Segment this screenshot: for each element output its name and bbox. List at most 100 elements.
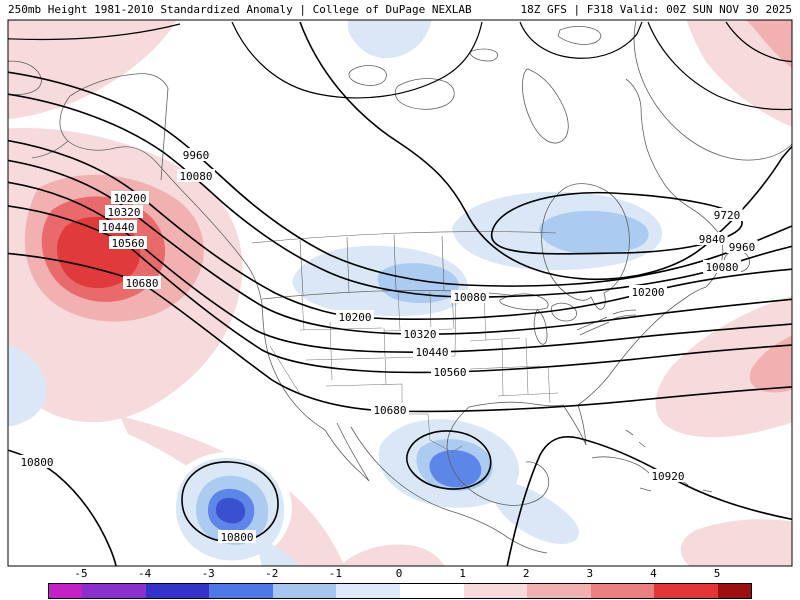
header-bar: 250mb Height 1981-2010 Standardized Anom… (0, 0, 800, 19)
contour-label: 9840 (699, 233, 726, 246)
coastline (633, 20, 792, 161)
contour-label: 10080 (179, 170, 212, 183)
height-contour (491, 191, 743, 255)
contour-labels: 9960100801020010320104401056010680108001… (18, 148, 758, 544)
colorbar-segment (209, 584, 273, 598)
contour-label-halo (371, 403, 409, 416)
anomaly-region (216, 497, 246, 524)
colorbar-tick-label: -4 (137, 567, 152, 580)
contour-label-halo (99, 220, 137, 233)
contour-label: 9960 (729, 241, 756, 254)
contour-label: 10440 (101, 221, 134, 234)
colorbar-tick-label: 0 (395, 567, 403, 580)
contour-label: 10680 (125, 277, 158, 290)
contour-label-halo (401, 327, 439, 340)
colorbar-tick-label: 1 (459, 567, 466, 580)
height-contour (8, 71, 792, 287)
contour-label-halo (177, 169, 215, 182)
coastline (59, 95, 263, 305)
contour-label: 10560 (433, 366, 466, 379)
anomaly-region (429, 450, 482, 488)
height-contour (181, 461, 279, 543)
colorbar-segment (590, 584, 655, 598)
coastline (394, 78, 455, 110)
border-line (261, 290, 519, 300)
coastline (348, 65, 387, 86)
coastline (522, 68, 569, 144)
contour-label: 10200 (338, 311, 371, 324)
lake (533, 309, 548, 345)
contour-label: 10440 (415, 346, 448, 359)
contour-label-halo (111, 191, 149, 204)
height-contour (8, 23, 181, 41)
anomaly-region (348, 20, 432, 59)
map-frame (7, 19, 793, 567)
anomaly-region (746, 20, 792, 68)
colorbar-tick-label: -2 (265, 567, 279, 580)
colorbar (48, 583, 752, 599)
contour-label: 10320 (107, 206, 140, 219)
contour-label: 10200 (113, 192, 146, 205)
colorbar-segment (654, 584, 718, 598)
colorbar-segment (717, 584, 751, 598)
border-line (251, 231, 557, 244)
anomaly-region (8, 20, 177, 120)
contour-label: 10200 (631, 286, 664, 299)
coastline (577, 286, 707, 406)
contour-label: 10560 (111, 237, 144, 250)
contour-label: 10320 (403, 328, 436, 341)
contour-label: 10800 (220, 531, 253, 544)
colorbar-tick-label: 5 (713, 567, 721, 580)
colorbar-segment (82, 584, 146, 598)
lake (499, 293, 549, 311)
contour-label-halo (105, 205, 143, 218)
contour-label-halo (180, 148, 212, 161)
height-contour (299, 21, 792, 281)
coastline (446, 406, 550, 506)
contour-label-halo (703, 260, 741, 273)
contour-label-halo (649, 469, 687, 482)
coastline (625, 78, 724, 288)
height-contour (725, 21, 792, 63)
coastline (261, 303, 326, 431)
contour-label-halo (711, 208, 743, 221)
colorbar-tick-label: 4 (650, 567, 657, 580)
height-contour (519, 21, 643, 59)
anomaly-region (8, 344, 47, 426)
contour-label-halo (431, 365, 469, 378)
contour-label: 9720 (714, 209, 741, 222)
contour-label-halo (726, 240, 758, 253)
colorbar-segment (399, 584, 464, 598)
border-line (299, 234, 445, 296)
colorbar-segment (527, 584, 591, 598)
height-contour (406, 430, 492, 490)
border-line (160, 87, 169, 181)
anomaly-region (539, 210, 649, 255)
colorbar-tick-row: -5 -4 -3 -2 -1 0 1 2 3 4 5 (0, 567, 800, 581)
height-contour (506, 436, 792, 566)
colorbar-tick-label: -3 (201, 567, 215, 580)
contour-label-halo (696, 232, 728, 245)
contour-label: 10680 (373, 404, 406, 417)
anomaly-region (680, 519, 792, 566)
anomaly-region (655, 295, 792, 438)
contour-label: 10800 (20, 456, 53, 469)
lake (550, 302, 577, 322)
anomaly-region (57, 216, 141, 289)
contour-label-halo (218, 530, 256, 543)
anomaly-region (494, 480, 579, 544)
coastline (468, 401, 564, 408)
map-title: 250mb Height 1981-2010 Standardized Anom… (8, 3, 472, 16)
contour-label: 10080 (453, 291, 486, 304)
coastline (557, 25, 602, 45)
colorbar-tick-label: -1 (328, 567, 343, 580)
contour-label-halo (336, 310, 374, 323)
contour-label: 9960 (183, 149, 210, 162)
colorbar-segment (145, 584, 210, 598)
coastline (324, 422, 370, 482)
anomaly-region (686, 20, 792, 127)
colorbar-segment (272, 584, 337, 598)
contour-label-halo (413, 345, 451, 358)
